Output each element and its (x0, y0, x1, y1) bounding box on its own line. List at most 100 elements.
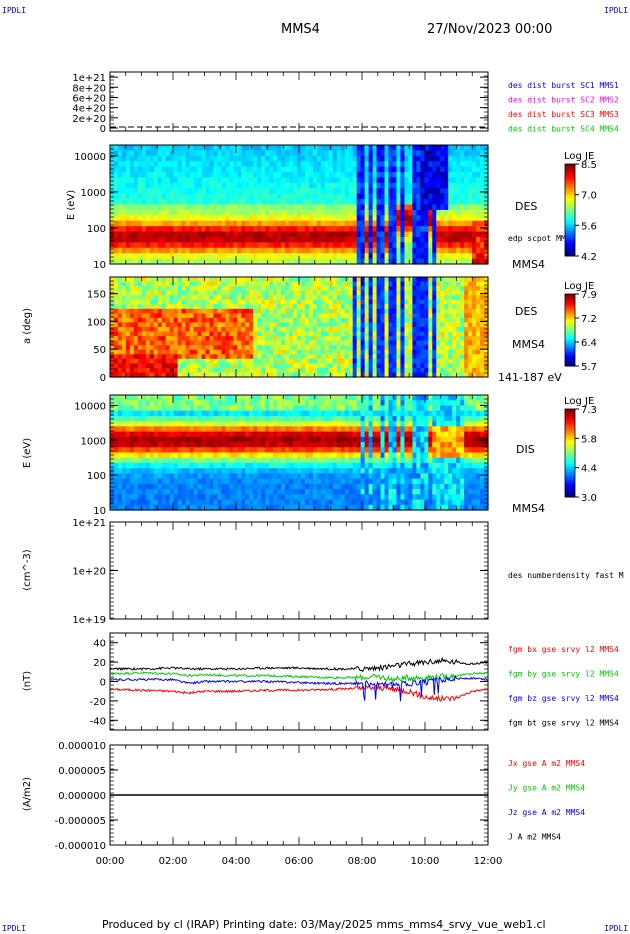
des-pitch-cell (165, 349, 171, 355)
des-energy-cell (173, 145, 179, 152)
des-pitch-cell (332, 317, 338, 324)
des-pitch-cell (444, 277, 449, 283)
des-energy-cell (412, 236, 417, 243)
des-pitch-cell (177, 327, 183, 333)
des-energy-cell (261, 177, 266, 184)
des-pitch-cell (265, 327, 270, 333)
des-pitch-cell (293, 308, 298, 314)
des-energy-cell (324, 150, 330, 157)
des-energy-cell (448, 150, 453, 157)
des-energy-cell (392, 145, 398, 152)
dis-energy-cell (149, 473, 155, 480)
des-energy-cell (436, 253, 441, 260)
dis-energy-cell (161, 405, 167, 412)
des-pitch-cell (320, 358, 326, 364)
des-energy-cell (300, 215, 306, 222)
dist-legend-entry: des dist burst SC4 MMS4 (508, 125, 619, 134)
des-pitch-cell (133, 372, 139, 378)
des-energy-cell (257, 182, 262, 189)
des-pitch-cell (137, 331, 143, 337)
des-pitch-cell (444, 327, 449, 333)
des-energy-cell (416, 182, 421, 189)
des-pitch-colorbar-segment (565, 355, 575, 358)
des-energy-cell (241, 215, 246, 222)
des-pitch-cell (380, 354, 386, 360)
des-energy-cell (181, 145, 187, 152)
dis-energy-cell (149, 457, 155, 464)
des-energy-cell (404, 199, 410, 206)
des-pitch-cell (480, 277, 485, 283)
des-pitch-cell (113, 331, 119, 337)
des-energy-cell (396, 242, 402, 249)
des-pitch-cell (257, 354, 262, 360)
des-pitch-cell (324, 281, 330, 287)
des-pitch-cell (304, 331, 310, 337)
des-pitch-cell (157, 358, 163, 364)
des-pitch-cell (153, 281, 159, 287)
des-pitch-cell (340, 313, 346, 319)
des-energy-cell (241, 258, 246, 265)
des-energy-cell (213, 231, 219, 238)
des-pitch-cell (340, 363, 346, 369)
des-pitch-cell (424, 313, 429, 319)
des-energy-cell (416, 231, 421, 238)
des-energy-cell (352, 172, 358, 179)
des-energy-cell (137, 177, 143, 184)
des-pitch-cell (113, 295, 119, 301)
des-energy-cell (328, 172, 334, 179)
des-energy-cell (384, 204, 390, 211)
des-energy-cell (161, 220, 167, 227)
des-energy-cell (416, 236, 421, 243)
des-pitch-cell (364, 372, 370, 378)
dis-energy-cell (157, 478, 163, 485)
des-energy-cell (261, 215, 266, 222)
des-pitch-cell (201, 327, 207, 333)
des-energy-cell (217, 199, 223, 206)
des-energy-cell (432, 231, 437, 238)
des-pitch-cell (384, 363, 390, 369)
des-energy-cell (348, 209, 354, 216)
des-energy-cell (404, 236, 410, 243)
des-energy-cell (304, 247, 310, 254)
des-energy-cell (181, 258, 187, 265)
des-energy-cell (448, 166, 453, 173)
des-pitch-cell (376, 349, 382, 355)
des-pitch-cell (205, 295, 211, 301)
des-energy-cell (249, 150, 254, 157)
des-energy-cell (153, 258, 159, 265)
des-pitch-cell (193, 354, 199, 360)
des-pitch-cell (229, 372, 234, 378)
des-pitch-cell (480, 331, 485, 337)
des-energy-cell (245, 204, 250, 211)
des-pitch-cell (197, 313, 203, 319)
dis-energy-cell (141, 468, 147, 475)
des-energy-cell (412, 177, 417, 184)
des-energy-colorbar-segment (565, 244, 575, 248)
des-energy-cell (476, 177, 481, 184)
des-pitch-cell (177, 295, 183, 301)
des-energy-cell (356, 193, 362, 200)
des-energy-cell (364, 204, 370, 211)
des-pitch-cell (213, 336, 219, 342)
des-energy-cell (281, 215, 286, 222)
des-pitch-cell (233, 354, 238, 360)
des-pitch-cell (133, 363, 139, 369)
des-energy-cell (277, 188, 282, 195)
des-pitch-cell (157, 345, 163, 351)
dis-energy-cell (161, 452, 167, 459)
des-energy-cell (185, 161, 191, 168)
des-pitch-cell (110, 313, 115, 319)
dis-energy-cell (113, 447, 119, 454)
des-energy-cell (412, 247, 417, 254)
des-pitch-cell (157, 336, 163, 342)
des-energy-cell (157, 220, 163, 227)
des-energy-cell (217, 166, 223, 173)
des-energy-cell (444, 220, 449, 227)
dis-energy-cell (169, 431, 175, 438)
des-pitch-cell (484, 331, 489, 337)
des-energy-cell (360, 199, 366, 206)
des-pitch-cell (121, 286, 127, 292)
des-pitch-cell (452, 367, 457, 374)
des-energy-colorbar-segment (565, 175, 575, 179)
des-energy-cell (332, 236, 338, 243)
